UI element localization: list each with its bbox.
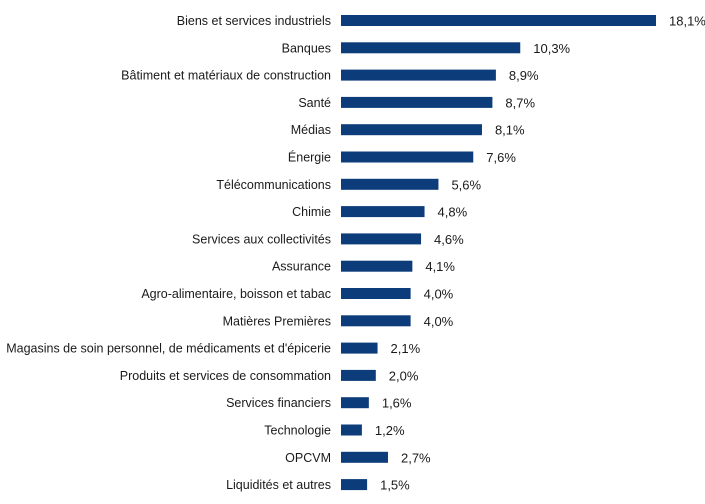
value-label: 2,0% <box>389 368 419 383</box>
value-label: 18,1% <box>669 14 705 29</box>
value-labels: 18,1% 10,3% 8,9% 8,7% 8,1% 7,6% 5,6% 4,8% 4,6% 4,… <box>375 14 705 493</box>
category-label: Magasins de soin personnel, de médicamen… <box>6 342 331 356</box>
category-labels: Biens et services industriels Banques Bâti… <box>6 14 331 492</box>
bar <box>341 42 521 54</box>
bar <box>341 69 496 81</box>
value-label: 1,6% <box>382 396 412 411</box>
category-label: Services aux collectivités <box>192 232 331 246</box>
value-label: 1,5% <box>380 478 410 493</box>
value-label: 4,8% <box>438 205 468 220</box>
category-label: Télécommunications <box>216 178 331 192</box>
bar <box>341 424 362 436</box>
category-label: Assurance <box>272 260 331 274</box>
bar <box>341 288 411 299</box>
bar <box>341 151 474 163</box>
bar <box>341 451 388 463</box>
bar <box>341 397 369 409</box>
category-label: Énergie <box>288 150 331 165</box>
value-label: 8,9% <box>509 68 539 83</box>
value-label: 8,1% <box>495 123 525 138</box>
value-label: 7,6% <box>486 150 516 165</box>
category-label: Matières Premières <box>223 314 331 328</box>
value-label: 1,2% <box>375 423 405 438</box>
category-label: Produits et services de consommation <box>120 369 331 383</box>
category-label: Services financiers <box>226 396 331 410</box>
bar <box>341 315 411 327</box>
value-label: 4,0% <box>424 314 454 329</box>
bar <box>341 96 493 108</box>
category-label: Médias <box>291 123 331 137</box>
category-label: Biens et services industriels <box>177 14 331 28</box>
value-label: 8,7% <box>505 95 535 110</box>
value-label: 4,6% <box>434 232 464 247</box>
value-label: 10,3% <box>533 41 570 56</box>
value-label: 4,1% <box>425 259 455 274</box>
category-label: Technologie <box>264 424 331 438</box>
bar <box>341 178 439 190</box>
value-label: 5,6% <box>451 177 481 192</box>
category-label: OPCVM <box>285 451 331 465</box>
category-label: Agro-alimentaire, boisson et tabac <box>141 287 331 301</box>
bar <box>341 124 482 136</box>
category-label: Liquidités et autres <box>226 478 331 492</box>
bar <box>341 342 378 354</box>
bar <box>341 206 425 218</box>
bars <box>341 15 656 491</box>
category-label: Banques <box>282 41 331 55</box>
bar <box>341 369 376 381</box>
bar <box>341 260 413 272</box>
category-label: Santé <box>298 96 331 110</box>
bar <box>341 233 422 245</box>
value-label: 2,1% <box>391 341 421 356</box>
bar <box>341 15 656 26</box>
value-label: 4,0% <box>424 287 454 302</box>
category-label: Chimie <box>292 205 331 219</box>
category-label: Bâtiment et matériaux de construction <box>121 69 331 83</box>
value-label: 2,7% <box>401 450 431 465</box>
bar <box>341 479 368 491</box>
